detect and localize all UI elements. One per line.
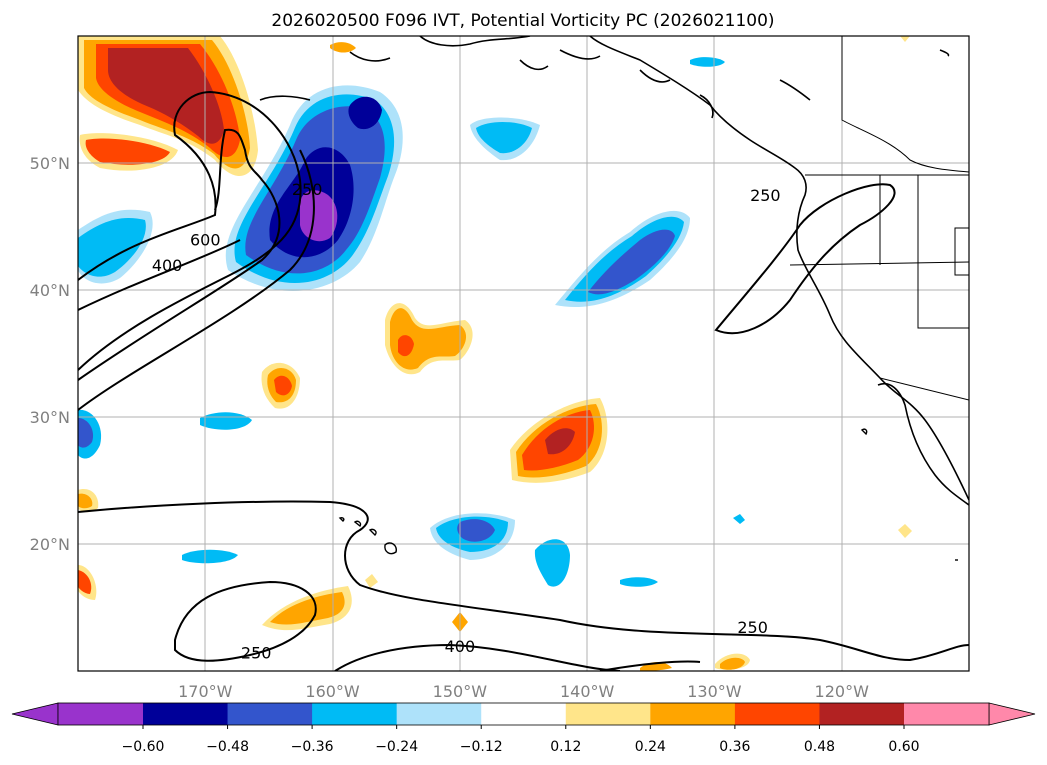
colorbar-tick-label: −0.12 [460, 739, 503, 755]
colorbar-segment [143, 703, 229, 725]
pv-shading [78, 36, 912, 671]
contour-label: 600 [190, 231, 221, 250]
x-tick-label: 170°W [178, 682, 233, 701]
colorbar-frame [57, 702, 990, 726]
colorbar-segment [819, 703, 905, 725]
x-tick-label: 160°W [305, 682, 360, 701]
y-axis-ticks: 50°N 40°N 30°N 20°N [30, 154, 70, 554]
colorbar-extend-low [11, 702, 59, 726]
colorbar-segment [734, 703, 820, 725]
y-tick-label: 20°N [30, 535, 70, 554]
y-tick-label: 50°N [30, 154, 70, 173]
colorbar-extend-high [988, 702, 1036, 726]
islands [338, 428, 958, 561]
y-tick-label: 40°N [30, 281, 70, 300]
contour-label: 250 [241, 643, 272, 662]
contour-labels: 250 400 600 250 250 400 250 [152, 180, 781, 663]
colorbar-segment [396, 703, 482, 725]
contour-label: 400 [445, 637, 476, 656]
colorbar: −0.60 −0.48 −0.36 −0.24 −0.12 0.12 0.24 0.36 0.4… [11, 702, 1036, 755]
borders [789, 36, 969, 401]
colorbar-segment [227, 703, 313, 725]
colorbar-tick-label: −0.36 [291, 739, 334, 755]
y-tick-label: 30°N [30, 408, 70, 427]
colorbar-tick-label: 0.48 [804, 739, 835, 755]
colorbar-tick-label: 0.36 [719, 739, 750, 755]
map-frame [77, 35, 970, 672]
map-panel: 250 400 600 250 250 400 250 [77, 35, 970, 672]
colorbar-tick-label: 0.12 [550, 739, 581, 755]
gridlines [78, 36, 969, 671]
x-tick-label: 140°W [560, 682, 615, 701]
colorbar-segment [312, 703, 398, 725]
colorbar-tick-label: −0.60 [122, 739, 165, 755]
colorbar-segment [650, 703, 736, 725]
contour-label: 250 [750, 186, 781, 205]
contour-label: 250 [292, 180, 323, 199]
colorbar-tick-label: 0.60 [888, 739, 919, 755]
contour-label: 250 [737, 618, 768, 637]
coastlines [259, 36, 969, 506]
x-axis-ticks: 170°W 160°W 150°W 140°W 130°W 120°W [178, 682, 869, 701]
colorbar-tick-label: −0.48 [206, 739, 249, 755]
colorbar-tick-label: 0.24 [635, 739, 666, 755]
chart-title: 2026020500 F096 IVT, Potential Vorticity… [271, 11, 774, 31]
colorbar-tick-label: −0.24 [375, 739, 418, 755]
x-tick-label: 130°W [687, 682, 742, 701]
ivt-contours [78, 90, 969, 671]
x-tick-label: 150°W [433, 682, 488, 701]
colorbar-segment [904, 703, 989, 725]
colorbar-segment [58, 703, 143, 725]
colorbar-segment [481, 703, 567, 725]
colorbar-segment [565, 703, 651, 725]
contour-label: 400 [152, 256, 183, 275]
x-tick-label: 120°W [815, 682, 870, 701]
